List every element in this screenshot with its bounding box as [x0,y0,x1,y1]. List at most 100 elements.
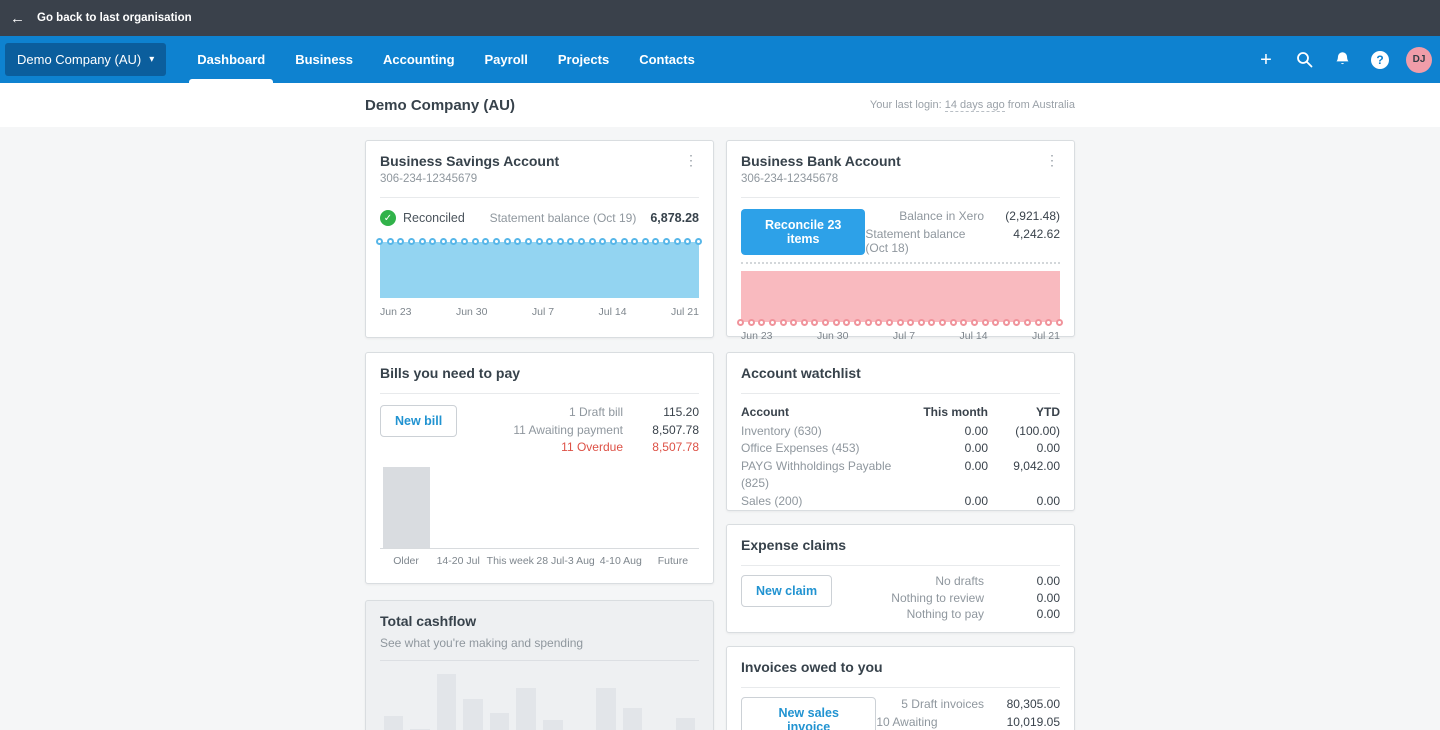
chart-bar [622,708,643,730]
card-business-bank-account: Business Bank Account ⋮ 306-234-12345678… [726,140,1075,342]
sparkline-marker [482,238,490,245]
sparkline-marker [981,318,989,326]
bank-balance-sparkline [737,261,1063,326]
sparkline-marker [609,238,617,245]
sparkline-marker [1002,318,1010,326]
chart-bar [596,688,616,730]
back-to-organisation-bar[interactable]: ← Go back to last organisation [0,0,1440,36]
org-selector-button[interactable]: Demo Company (AU) ▾ [5,43,167,76]
notifications-button[interactable] [1328,46,1356,74]
card-title: Total cashflow [380,613,477,629]
invoices-action-row: New sales invoice 5 Draft invoices 80,30… [741,688,1060,730]
statement-balance: Statement balance (Oct 19) 6,878.28 [489,211,699,225]
page-title: Demo Company (AU) [365,96,516,114]
nav-tabs: Dashboard Business Accounting Payroll Pr… [182,36,710,83]
table-row[interactable]: Sales (200) 0.00 0.00 [741,493,1060,508]
status-row: ✓ Reconciled Statement balance (Oct 19) … [380,198,699,236]
invoices-summary: 5 Draft invoices 80,305.00 10 Awaiting p… [876,697,1060,730]
chevron-down-icon: ▾ [149,54,155,65]
bills-summary: 1 Draft bill 115.20 11 Awaiting payment … [513,405,699,455]
last-login-link[interactable]: 14 days ago [944,99,1005,112]
card-total-cashflow: Total cashflow See what you're making an… [365,600,714,730]
search-icon [1296,52,1312,68]
page-header: Demo Company (AU) Your last login: 14 da… [0,83,1440,127]
table-row[interactable]: PAYG Withholdings Payable (825) 0.00 9,0… [741,458,1060,491]
sparkline-marker [907,318,915,326]
divider [741,393,1060,394]
tab-payroll[interactable]: Payroll [484,52,528,67]
sparkline-marker [875,318,883,326]
new-sales-invoice-button[interactable]: New sales invoice [741,697,877,730]
sparkline-marker [631,238,639,245]
sparkline-marker [578,238,586,245]
table-row[interactable]: Inventory (630) 0.00 (100.00) [741,423,1060,438]
sparkline-marker [779,318,787,326]
expense-review-row: Nothing to review 0.00 [891,590,1060,605]
account-number: 306-234-12345678 [741,173,839,185]
card-menu-button[interactable]: ⋮ [1040,151,1064,169]
sparkline-marker [853,318,861,326]
new-claim-button[interactable]: New claim [741,575,833,607]
bills-awaiting-row[interactable]: 11 Awaiting payment 8,507.78 [513,422,699,437]
sparkline-marker [386,238,394,245]
tab-projects[interactable]: Projects [557,52,610,67]
card-title: Invoices owed to you [741,659,883,675]
nav-right-controls: + ? DJ [1252,46,1440,74]
sparkline-marker [970,318,978,326]
sparkline-marker [1034,318,1042,326]
invoices-awaiting-row[interactable]: 10 Awaiting payment 10,019.05 [876,714,1060,730]
plus-icon: + [1260,48,1272,71]
expense-drafts-row: No drafts 0.00 [935,574,1060,588]
sparkline-marker [397,238,405,245]
statement-balance-row: Statement balance (Oct 18) 4,242.62 [865,226,1060,256]
card-expense-claims: Expense claims New claim No drafts 0.00 … [726,524,1075,633]
create-new-button[interactable]: + [1252,46,1280,74]
sparkline-marker [663,238,671,245]
org-selector-label: Demo Company (AU) [17,52,142,67]
left-column: Business Savings Account ⋮ 306-234-12345… [365,140,714,730]
bills-draft-row[interactable]: 1 Draft bill 115.20 [568,405,699,419]
bank-action-row: Reconcile 23 items Balance in Xero (2,92… [741,198,1060,260]
watchlist-table: Account This month YTD Inventory (630) 0… [741,404,1060,510]
table-row[interactable]: Office Expenses (453) 0.00 0.00 [741,441,1060,455]
sparkline-marker [439,238,447,245]
divider [741,565,1060,566]
card-title: Account watchlist [741,365,861,381]
reconcile-items-button[interactable]: Reconcile 23 items [741,209,866,255]
right-column: Business Bank Account ⋮ 306-234-12345678… [726,140,1075,730]
search-button[interactable] [1290,46,1318,74]
bank-balances: Balance in Xero (2,921.48) Statement bal… [865,209,1060,256]
check-icon: ✓ [380,210,396,226]
back-arrow-icon: ← [10,9,25,27]
tab-dashboard[interactable]: Dashboard [182,36,280,83]
card-menu-button[interactable]: ⋮ [679,151,703,169]
sparkline-marker [641,238,649,245]
main-navbar: Demo Company (AU) ▾ Dashboard Business A… [0,36,1440,83]
divider [380,393,699,394]
watchlist-header-row: Account This month YTD [741,405,1060,419]
tab-contacts[interactable]: Contacts [639,52,695,67]
sparkline-marker [652,238,660,245]
divider [380,660,699,661]
sparkline-marker [1013,318,1021,326]
balance-in-xero-row: Balance in Xero (2,921.48) [899,209,1060,223]
sparkline-marker [376,238,383,245]
sparkline-marker [992,318,1000,326]
tab-business[interactable]: Business [295,52,354,67]
sparkline-marker [1056,318,1063,326]
invoices-draft-row[interactable]: 5 Draft invoices 80,305.00 [901,697,1060,711]
help-button[interactable]: ? [1366,46,1394,74]
bills-overdue-row[interactable]: 11 Overdue 8,507.78 [561,440,699,454]
kebab-icon: ⋮ [1045,152,1059,168]
sparkline-marker [546,238,554,245]
chart-bar [383,716,404,730]
sparkline-marker [450,238,458,245]
card-title: Business Bank Account [741,153,901,169]
avatar[interactable]: DJ [1406,46,1432,73]
chart-bar [516,688,536,730]
divider [741,687,1060,688]
sparkline-marker [1024,318,1032,326]
new-bill-button[interactable]: New bill [380,405,458,437]
tab-accounting[interactable]: Accounting [383,52,455,67]
sparkline-marker [503,238,511,245]
